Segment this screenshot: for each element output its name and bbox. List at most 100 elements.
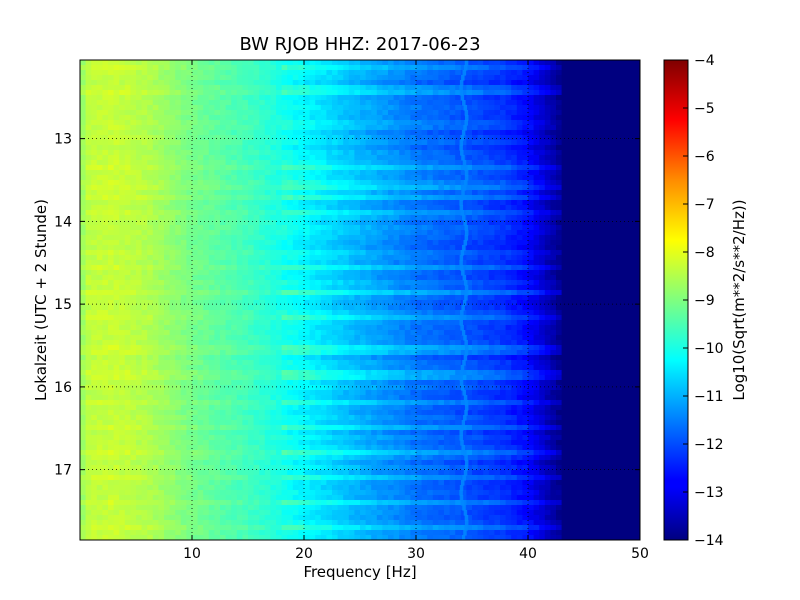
heatmap-cell [292, 240, 299, 246]
heatmap-cell [550, 65, 557, 71]
heatmap-cell [175, 140, 182, 146]
heatmap-cell [505, 145, 512, 151]
heatmap-cell [287, 270, 294, 276]
heatmap-cell [376, 120, 383, 126]
heatmap-cell [600, 205, 607, 211]
heatmap-cell [483, 100, 490, 106]
heatmap-cell [276, 250, 283, 256]
heatmap-cell [108, 235, 115, 241]
heatmap-cell [483, 170, 490, 176]
heatmap-cell [556, 260, 563, 266]
heatmap-cell [500, 180, 507, 186]
heatmap-cell [494, 130, 501, 136]
heatmap-cell [119, 185, 126, 191]
heatmap-cell [444, 210, 451, 216]
heatmap-cell [169, 240, 176, 246]
heatmap-cell [180, 270, 187, 276]
heatmap-cell [225, 150, 232, 156]
heatmap-cell [410, 300, 417, 306]
heatmap-cell [477, 120, 484, 126]
heatmap-cell [472, 255, 479, 261]
heatmap-cell [309, 265, 316, 271]
heatmap-cell [416, 275, 423, 281]
heatmap-cell [253, 120, 260, 126]
heatmap-cell [248, 300, 255, 306]
heatmap-cell [404, 105, 411, 111]
heatmap-cell [623, 70, 630, 76]
heatmap-cell [253, 135, 260, 141]
heatmap-cell [242, 190, 249, 196]
heatmap-cell [371, 220, 378, 226]
heatmap-cell [606, 125, 613, 131]
heatmap-cell [376, 255, 383, 261]
heatmap-cell [175, 95, 182, 101]
heatmap-cell [320, 230, 327, 236]
heatmap-cell [494, 100, 501, 106]
heatmap-cell [623, 115, 630, 121]
heatmap-cell [192, 75, 199, 81]
heatmap-cell [320, 60, 327, 66]
heatmap-cell [556, 140, 563, 146]
heatmap-cell [119, 295, 126, 301]
heatmap-cell [242, 90, 249, 96]
heatmap-cell [382, 120, 389, 126]
heatmap-cell [522, 150, 529, 156]
heatmap-cell [438, 275, 445, 281]
heatmap-cell [186, 115, 193, 121]
heatmap-cell [337, 60, 344, 66]
heatmap-cell [309, 135, 316, 141]
heatmap-cell [248, 105, 255, 111]
heatmap-cell [449, 200, 456, 206]
heatmap-cell [91, 60, 98, 66]
heatmap-cell [421, 160, 428, 166]
heatmap-cell [180, 115, 187, 121]
heatmap-cell [80, 270, 87, 276]
heatmap-cell [539, 145, 546, 151]
heatmap-cell [494, 290, 501, 296]
heatmap-cell [192, 240, 199, 246]
heatmap-cell [505, 105, 512, 111]
heatmap-cell [623, 300, 630, 306]
heatmap-cell [606, 60, 613, 66]
heatmap-cell [119, 230, 126, 236]
heatmap-cell [343, 100, 350, 106]
heatmap-cell [337, 165, 344, 171]
heatmap-cell [460, 255, 467, 261]
heatmap-cell [472, 150, 479, 156]
heatmap-cell [119, 135, 126, 141]
heatmap-cell [578, 65, 585, 71]
heatmap-cell [556, 90, 563, 96]
heatmap-cell [80, 110, 87, 116]
heatmap-cell [192, 180, 199, 186]
heatmap-cell [91, 205, 98, 211]
heatmap-cell [320, 280, 327, 286]
heatmap-cell [208, 60, 215, 66]
heatmap-cell [455, 170, 462, 176]
heatmap-cell [628, 270, 635, 276]
heatmap-cell [567, 230, 574, 236]
heatmap-cell [231, 145, 238, 151]
heatmap-cell [304, 240, 311, 246]
heatmap-cell [197, 215, 204, 221]
heatmap-cell [231, 120, 238, 126]
heatmap-cell [371, 275, 378, 281]
heatmap-cell [399, 255, 406, 261]
heatmap-cell [589, 255, 596, 261]
heatmap-cell [326, 125, 333, 131]
heatmap-cell [343, 255, 350, 261]
heatmap-cell [634, 275, 640, 281]
heatmap-cell [136, 220, 143, 226]
heatmap-cell [612, 265, 619, 271]
heatmap-cell [606, 170, 613, 176]
heatmap-cell [584, 235, 591, 241]
heatmap-cell [348, 90, 355, 96]
heatmap-cell [292, 290, 299, 296]
heatmap-cell [550, 300, 557, 306]
heatmap-cell [584, 270, 591, 276]
heatmap-cell [108, 145, 115, 151]
heatmap-cell [354, 190, 361, 196]
heatmap-cell [455, 235, 462, 241]
heatmap-cell [511, 150, 518, 156]
heatmap-cell [371, 125, 378, 131]
heatmap-cell [382, 290, 389, 296]
